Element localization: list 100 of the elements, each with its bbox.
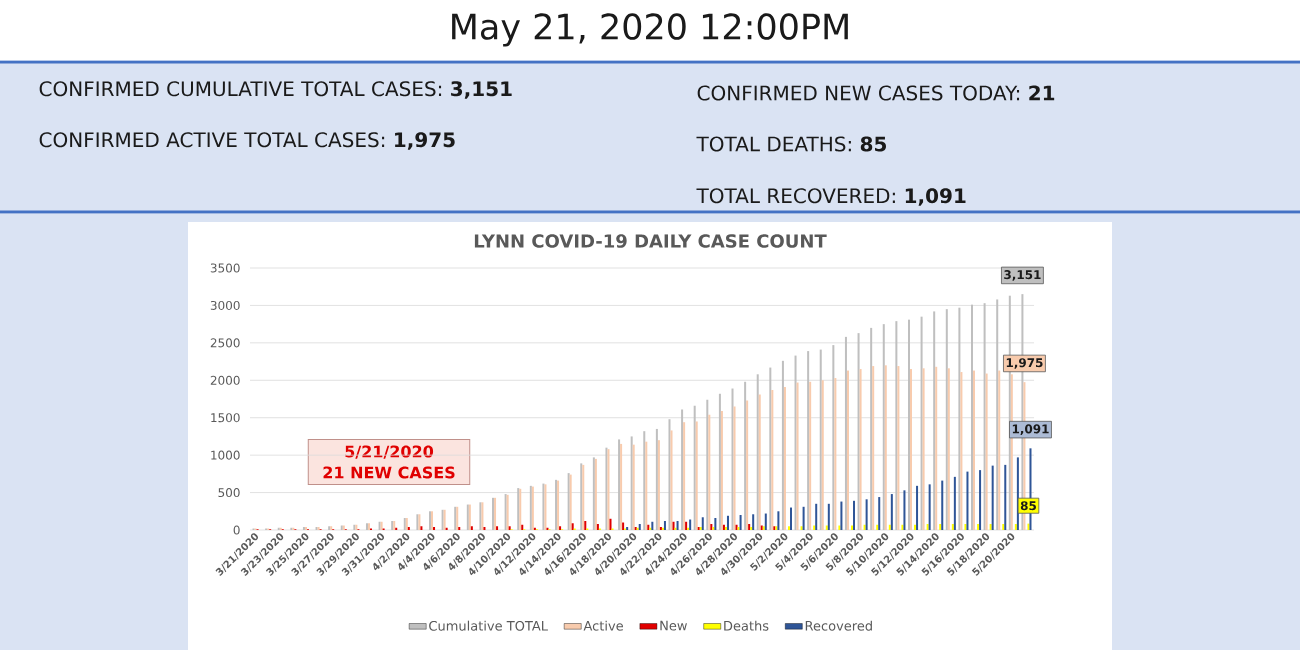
bar — [853, 500, 856, 530]
bar — [571, 523, 574, 530]
bar — [998, 370, 1001, 530]
bar — [744, 381, 747, 530]
bar — [970, 304, 974, 530]
bar — [878, 497, 881, 530]
bar — [991, 465, 994, 530]
bar — [752, 514, 755, 530]
text: TOTAL DEATHS: 85 — [696, 136, 886, 152]
chart-subtitle: May 21, 2020 12:00PM — [452, 13, 848, 47]
text: CONFIRMED NEW CASES TODAY: 21 — [697, 85, 1055, 101]
bar — [433, 527, 436, 530]
bar — [989, 524, 992, 530]
bar — [807, 351, 810, 530]
bar — [872, 366, 875, 530]
bar — [909, 369, 912, 530]
bar — [834, 378, 837, 530]
bar — [470, 526, 473, 530]
bar — [832, 345, 835, 530]
bar — [609, 518, 612, 530]
bar — [714, 518, 717, 530]
y-tick-label: 3500 — [210, 263, 240, 273]
bar — [632, 444, 635, 530]
bar — [622, 522, 625, 530]
bar — [718, 393, 721, 530]
bar — [657, 440, 660, 530]
bar — [983, 303, 986, 530]
bar — [922, 368, 925, 530]
bar — [882, 324, 885, 530]
bar — [821, 380, 824, 530]
bar — [966, 471, 969, 530]
bar — [1004, 464, 1007, 530]
bar — [777, 511, 780, 530]
bar — [407, 527, 410, 530]
text: TOTAL RECOVERED: 1,091 — [696, 188, 966, 206]
bar — [746, 400, 749, 530]
bar — [859, 369, 862, 530]
legend-label: Cumulative TOTAL — [429, 620, 548, 631]
bar — [977, 524, 980, 530]
bar — [890, 494, 893, 530]
bar — [420, 526, 423, 530]
bar — [663, 521, 666, 530]
bar — [620, 443, 623, 530]
bar — [916, 485, 919, 530]
bar — [876, 524, 879, 530]
bar — [483, 527, 486, 530]
bar — [1014, 524, 1017, 530]
bar — [618, 439, 621, 530]
text: CONFIRMED CUMULATIVE TOTAL CASES: 3,151 — [39, 81, 512, 99]
bar — [693, 405, 696, 530]
bar — [941, 480, 944, 530]
bar — [888, 524, 891, 530]
bar — [781, 360, 784, 530]
bar — [676, 521, 679, 530]
legend-label: Deaths — [724, 620, 769, 631]
bar — [695, 421, 698, 530]
bar — [706, 399, 709, 530]
bar — [720, 410, 723, 530]
bar — [958, 307, 961, 530]
y-tick-label: 3000 — [210, 300, 240, 310]
bar — [670, 430, 673, 530]
legend-label: Active — [583, 620, 623, 631]
legend-label: Recovered — [805, 620, 872, 631]
bar — [769, 367, 772, 530]
bar — [783, 387, 786, 530]
bar — [756, 374, 759, 530]
bar — [914, 524, 917, 530]
bar — [933, 311, 936, 530]
bar — [907, 319, 910, 530]
bar — [865, 499, 868, 530]
bar — [668, 419, 671, 530]
bar — [840, 501, 843, 530]
bar — [844, 336, 847, 530]
y-tick-label: 500 — [218, 488, 240, 498]
bar — [708, 414, 711, 530]
y-tick-label: 1000 — [211, 450, 240, 460]
bar — [521, 524, 524, 530]
bar — [733, 406, 736, 530]
bar — [584, 521, 587, 530]
bar — [739, 515, 742, 530]
bar — [771, 390, 774, 530]
bar — [800, 526, 803, 530]
data-label: 85 — [1020, 501, 1036, 511]
annotation: 21 NEW CASES — [323, 466, 455, 479]
bar — [458, 527, 461, 530]
bar — [815, 503, 818, 530]
bar — [827, 503, 830, 530]
bar — [731, 388, 734, 530]
bar — [973, 370, 976, 530]
y-tick-label: 2000 — [210, 375, 240, 385]
bar — [935, 366, 938, 530]
annotation: 5/21/2020 — [345, 445, 434, 459]
bar — [939, 524, 942, 530]
bar — [787, 526, 790, 530]
bar — [809, 381, 812, 530]
bar — [1002, 524, 1005, 530]
text: CONFIRMED ACTIVE TOTAL CASES: 1,975 — [39, 132, 455, 150]
bar — [819, 349, 822, 530]
y-tick-label: 1500 — [211, 413, 240, 423]
bar — [928, 484, 931, 530]
